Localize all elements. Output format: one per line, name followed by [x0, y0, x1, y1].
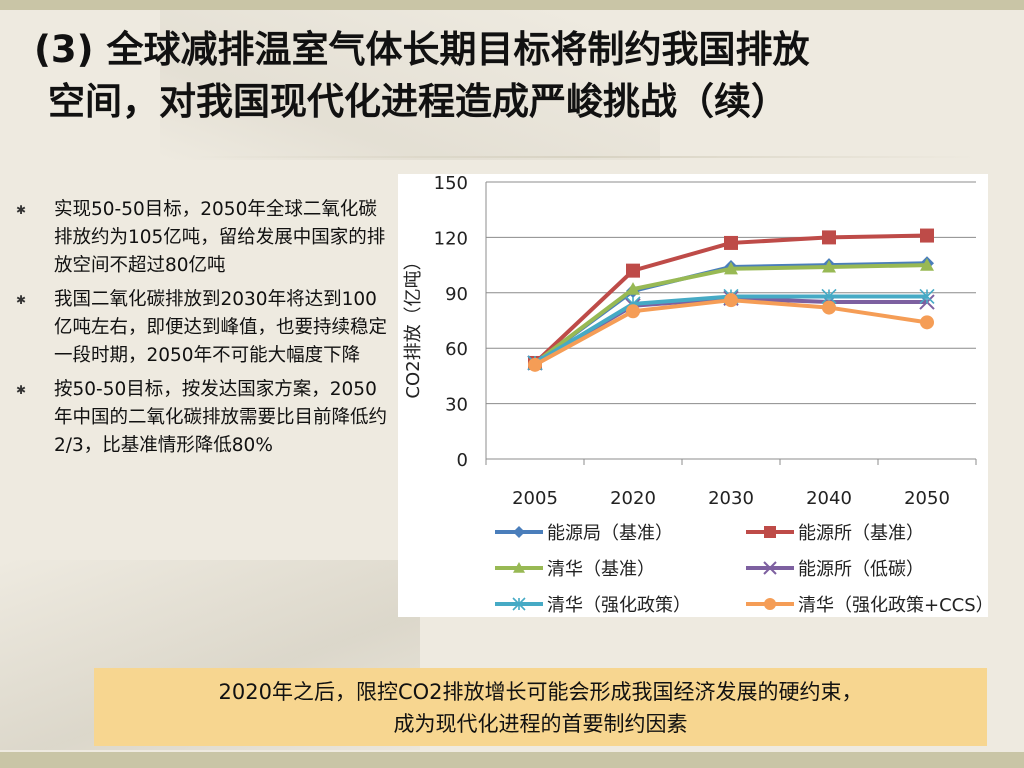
y-tick-label: 0 [457, 450, 468, 471]
y-tick-label: 90 [445, 284, 468, 305]
legend-swatch-marker [763, 561, 777, 575]
conclusion-line-2: 成为现代化进程的首要制约因素 [393, 712, 688, 736]
data-point [724, 235, 738, 250]
data-point [626, 263, 640, 278]
legend-label: 能源所（低碳） [798, 559, 924, 580]
y-tick-label: 30 [445, 395, 468, 416]
data-point [920, 315, 934, 330]
data-point [822, 230, 836, 245]
legend-swatch-marker [513, 526, 525, 538]
x-tick-label: 2050 [904, 488, 950, 509]
legend-label: 清华（基准） [547, 559, 655, 580]
x-tick-label: 2030 [708, 488, 754, 509]
bullet-item: ✱ 按50-50目标，按发达国家方案，2050年中国的二氧化碳排放需要比目前降低… [16, 376, 391, 460]
conclusion-line-1: 2020年之后，限控CO2排放增长可能会形成我国经济发展的硬约束， [218, 680, 863, 704]
bullet-text: 实现50-50目标，2050年全球二氧化碳排放约为105亿吨，留给发展中国家的排… [54, 199, 386, 276]
top-decor-bar [0, 0, 1024, 10]
y-tick-label: 150 [434, 174, 468, 194]
legend-label: 清华（强化政策+CCS） [798, 595, 988, 616]
data-point [920, 228, 934, 243]
data-point [822, 259, 836, 273]
bottom-decor-bar [0, 752, 1024, 768]
slide-title: (3) 全球减排温室气体长期目标将制约我国排放 空间，对我国现代化进程造成严峻挑… [34, 24, 994, 128]
legend-swatch-marker [764, 598, 776, 610]
title-line-1: (3) 全球减排温室气体长期目标将制约我国排放 [34, 28, 810, 71]
legend-label: 能源所（基准） [798, 523, 924, 544]
data-point [724, 261, 738, 275]
bullet-text: 按50-50目标，按发达国家方案，2050年中国的二氧化碳排放需要比目前降低约2… [54, 379, 388, 456]
title-divider [190, 156, 980, 158]
data-point [724, 293, 738, 308]
y-axis-label: CO2排放（亿吨） [403, 252, 424, 398]
background-texture-top [160, 10, 660, 160]
data-point [626, 282, 640, 295]
x-tick-label: 2005 [512, 488, 558, 509]
legend-label: 清华（强化政策） [547, 595, 691, 616]
data-point [919, 288, 935, 305]
bullet-item: ✱ 实现50-50目标，2050年全球二氧化碳排放约为105亿吨，留给发展中国家… [16, 196, 391, 280]
legend-swatch-marker [512, 597, 526, 611]
bullet-text: 我国二氧化碳排放到2030年将达到100亿吨左右，即便达到峰值，也要持续稳定一段… [54, 289, 388, 366]
bullet-star-icon: ✱ [16, 383, 27, 397]
emissions-chart: 0 30 60 90 120 150 2005 2020 2030 2040 2050 CO2排放（亿… [398, 174, 988, 617]
bullet-star-icon: ✱ [16, 203, 27, 217]
bullet-star-icon: ✱ [16, 293, 27, 307]
title-line-2: 空间，对我国现代化进程造成严峻挑战（续） [48, 80, 788, 123]
data-point [920, 258, 934, 271]
bullet-list: ✱ 实现50-50目标，2050年全球二氧化碳排放约为105亿吨，留给发展中国家… [16, 196, 391, 466]
x-tick-label: 2020 [610, 488, 656, 509]
legend-label: 能源局（基准） [547, 523, 673, 544]
conclusion-box: 2020年之后，限控CO2排放增长可能会形成我国经济发展的硬约束， 成为现代化进… [94, 668, 987, 746]
data-point [822, 300, 836, 315]
data-point [626, 304, 640, 319]
y-tick-label: 60 [445, 339, 468, 360]
legend-swatch-marker [764, 526, 776, 538]
x-tick-label: 2040 [806, 488, 852, 509]
chart-svg: 0 30 60 90 120 150 2005 2020 2030 2040 2050 CO2排放（亿… [403, 174, 988, 616]
bullet-item: ✱ 我国二氧化碳排放到2030年将达到100亿吨左右，即便达到峰值，也要持续稳定… [16, 286, 391, 370]
legend-swatch-marker [513, 562, 525, 573]
y-tick-label: 120 [434, 228, 468, 249]
data-point [528, 357, 542, 372]
